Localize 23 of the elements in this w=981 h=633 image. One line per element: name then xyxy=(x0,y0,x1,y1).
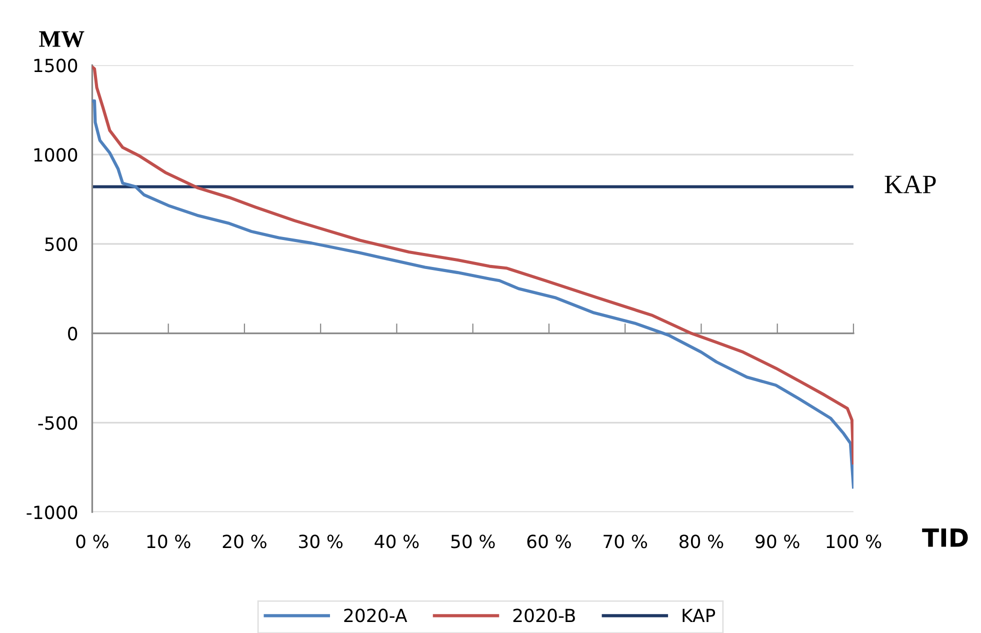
y-tick-label: 1000 xyxy=(34,148,78,162)
x-tick-label: 10 % xyxy=(147,534,190,548)
legend-label: 2020-B xyxy=(513,608,575,622)
y-tick-label: 0 xyxy=(68,326,78,340)
legend-label: 2020-A xyxy=(344,608,408,622)
x-axis-title: TID xyxy=(922,528,968,547)
x-tick-label: 60 % xyxy=(527,534,571,548)
text: KAP xyxy=(682,608,716,622)
x-tick-label: 100 % xyxy=(826,534,882,548)
x-tick-label: 90 % xyxy=(756,534,800,548)
y-tick-label: -1000 xyxy=(26,506,78,520)
x-tick-label: 30 % xyxy=(299,534,343,548)
y-tick-label: 500 xyxy=(45,237,78,252)
y-tick-label: 1500 xyxy=(34,58,78,72)
ref-line-label: KAP xyxy=(884,176,936,194)
x-tick-label: 50 % xyxy=(451,534,495,548)
y-axis-title: MW xyxy=(39,31,84,48)
x-tick-label: 40 % xyxy=(374,534,419,548)
x-tick-label: 80 % xyxy=(680,534,724,548)
x-tick-label: 0 % xyxy=(76,534,108,548)
x-tick-label: 70 % xyxy=(604,534,648,548)
y-tick-label: -500 xyxy=(38,416,78,430)
x-tick-label: 20 % xyxy=(222,534,266,548)
